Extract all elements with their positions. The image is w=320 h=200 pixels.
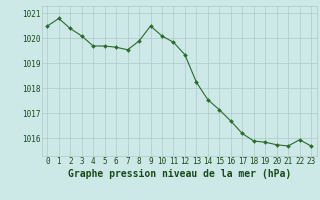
X-axis label: Graphe pression niveau de la mer (hPa): Graphe pression niveau de la mer (hPa) bbox=[68, 169, 291, 179]
